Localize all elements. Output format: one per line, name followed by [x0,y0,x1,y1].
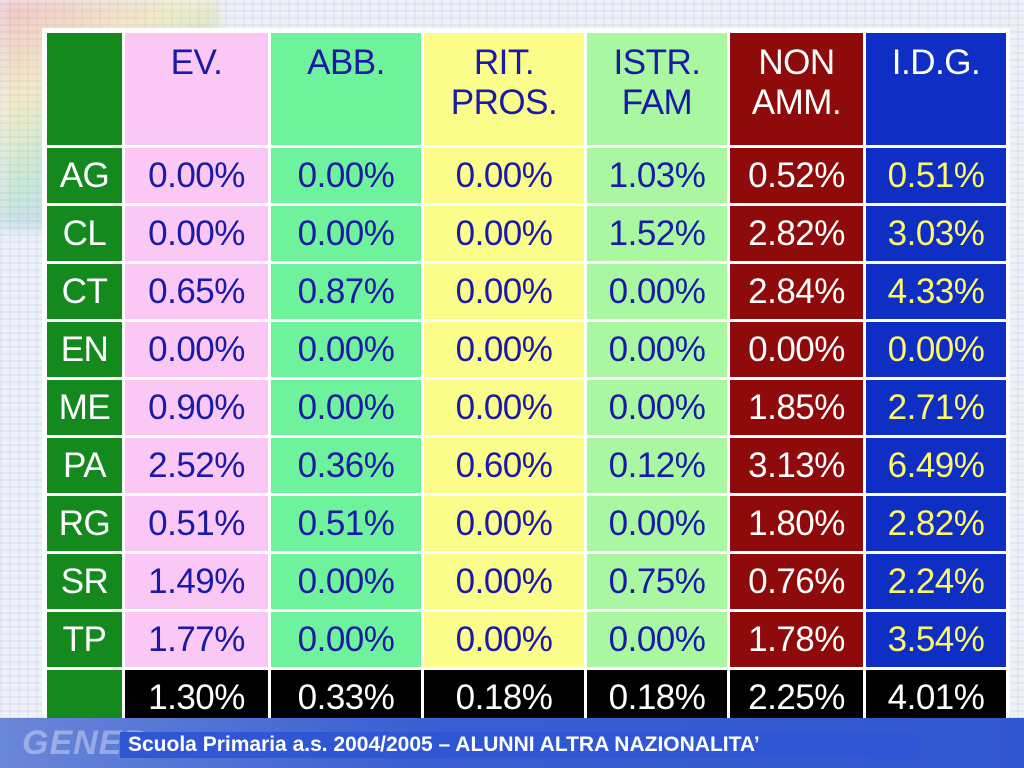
cell-non-amm: 0.52% [730,148,863,203]
cell-rit-pros: 0.60% [424,438,584,493]
cell-rit-pros: 0.00% [424,322,584,377]
row-label: RG [47,496,122,551]
cell-abb: 0.36% [271,438,421,493]
cell-idg: 3.03% [866,206,1006,261]
cell-ev: 2.52% [125,438,268,493]
cell-rit-pros: 0.00% [424,496,584,551]
totals-row: 1.30% 0.33% 0.18% 0.18% 2.25% 4.01% [47,670,1006,725]
total-non-amm: 2.25% [730,670,863,725]
cell-abb: 0.87% [271,264,421,319]
row-label: PA [47,438,122,493]
cell-istr-fam: 0.00% [587,612,727,667]
statistics-table: EV. ABB. RIT. PROS. ISTR. FAM NON AMM. I… [44,30,1009,728]
row-label: CL [47,206,122,261]
totals-label-cell [47,670,122,725]
cell-istr-fam: 0.75% [587,554,727,609]
cell-istr-fam: 0.00% [587,380,727,435]
header-label: EV. [170,43,223,82]
row-label: EN [47,322,122,377]
cell-abb: 0.00% [271,148,421,203]
table-row: RG 0.51% 0.51% 0.00% 0.00% 1.80% 2.82% [47,496,1006,551]
cell-rit-pros: 0.00% [424,148,584,203]
header-label: ABB. [307,43,385,82]
header-istr-fam: ISTR. FAM [587,33,727,145]
header-row: EV. ABB. RIT. PROS. ISTR. FAM NON AMM. I… [47,33,1006,145]
cell-istr-fam: 0.00% [587,496,727,551]
cell-rit-pros: 0.00% [424,554,584,609]
table-row: SR 1.49% 0.00% 0.00% 0.75% 0.76% 2.24% [47,554,1006,609]
corner-cell [47,33,122,145]
cell-abb: 0.00% [271,206,421,261]
header-label: ISTR. FAM [613,43,701,122]
cell-ev: 0.51% [125,496,268,551]
table-row: AG 0.00% 0.00% 0.00% 1.03% 0.52% 0.51% [47,148,1006,203]
row-label: SR [47,554,122,609]
cell-istr-fam: 0.12% [587,438,727,493]
cell-rit-pros: 0.00% [424,264,584,319]
cell-non-amm: 1.78% [730,612,863,667]
cell-abb: 0.00% [271,380,421,435]
row-label: ME [47,380,122,435]
table-row: ME 0.90% 0.00% 0.00% 0.00% 1.85% 2.71% [47,380,1006,435]
cell-istr-fam: 0.00% [587,322,727,377]
cell-non-amm: 1.85% [730,380,863,435]
table-row: PA 2.52% 0.36% 0.60% 0.12% 3.13% 6.49% [47,438,1006,493]
cell-non-amm: 3.13% [730,438,863,493]
total-idg: 4.01% [866,670,1006,725]
header-ev: EV. [125,33,268,145]
cell-non-amm: 0.76% [730,554,863,609]
header-rit-pros: RIT. PROS. [424,33,584,145]
total-ev: 1.30% [125,670,268,725]
cell-non-amm: 2.84% [730,264,863,319]
cell-idg: 0.00% [866,322,1006,377]
header-label: I.D.G. [891,43,981,82]
cell-ev: 0.90% [125,380,268,435]
row-label: CT [47,264,122,319]
cell-ev: 1.77% [125,612,268,667]
cell-rit-pros: 0.00% [424,206,584,261]
table-row: CT 0.65% 0.87% 0.00% 0.00% 2.84% 4.33% [47,264,1006,319]
total-abb: 0.33% [271,670,421,725]
cell-idg: 0.51% [866,148,1006,203]
cell-istr-fam: 0.00% [587,264,727,319]
table-body: AG 0.00% 0.00% 0.00% 1.03% 0.52% 0.51% CL 0.00% 0… [47,148,1006,667]
total-rit-pros: 0.18% [424,670,584,725]
cell-abb: 0.00% [271,612,421,667]
table-row: TP 1.77% 0.00% 0.00% 0.00% 1.78% 3.54% [47,612,1006,667]
header-idg: I.D.G. [866,33,1006,145]
header-label: NON AMM. [751,43,842,122]
table-row: EN 0.00% 0.00% 0.00% 0.00% 0.00% 0.00% [47,322,1006,377]
cell-ev: 0.65% [125,264,268,319]
cell-idg: 2.71% [866,380,1006,435]
cell-rit-pros: 0.00% [424,612,584,667]
cell-non-amm: 0.00% [730,322,863,377]
cell-ev: 0.00% [125,148,268,203]
cell-abb: 0.51% [271,496,421,551]
cell-abb: 0.00% [271,554,421,609]
table-row: CL 0.00% 0.00% 0.00% 1.52% 2.82% 3.03% [47,206,1006,261]
cell-idg: 2.82% [866,496,1006,551]
cell-ev: 1.49% [125,554,268,609]
cell-non-amm: 1.80% [730,496,863,551]
cell-rit-pros: 0.00% [424,380,584,435]
row-label: TP [47,612,122,667]
header-non-amm: NON AMM. [730,33,863,145]
cell-ev: 0.00% [125,206,268,261]
row-label: AG [47,148,122,203]
cell-ev: 0.00% [125,322,268,377]
cell-non-amm: 2.82% [730,206,863,261]
cell-abb: 0.00% [271,322,421,377]
cell-istr-fam: 1.52% [587,206,727,261]
footer-caption: Scuola Primaria a.s. 2004/2005 – ALUNNI … [120,732,918,758]
total-istr-fam: 0.18% [587,670,727,725]
cell-idg: 2.24% [866,554,1006,609]
header-abb: ABB. [271,33,421,145]
cell-idg: 6.49% [866,438,1006,493]
cell-idg: 4.33% [866,264,1006,319]
cell-istr-fam: 1.03% [587,148,727,203]
cell-idg: 3.54% [866,612,1006,667]
header-label: RIT. PROS. [450,43,558,122]
